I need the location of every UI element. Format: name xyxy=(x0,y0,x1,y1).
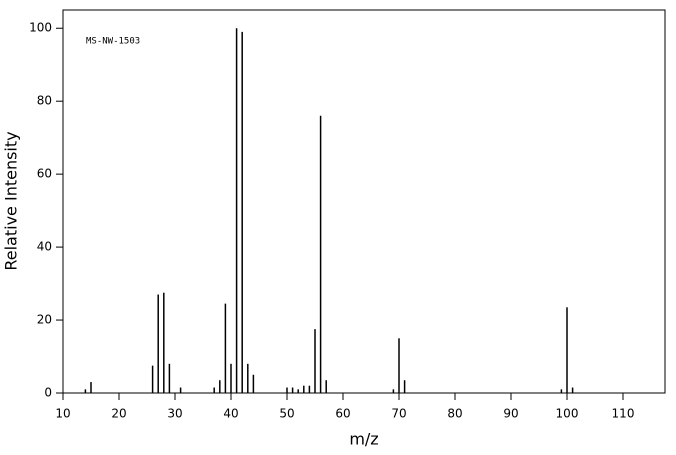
x-tick-label: 30 xyxy=(167,407,182,421)
y-tick-label: 40 xyxy=(37,240,52,254)
plot-frame xyxy=(62,9,666,394)
x-tick-label: 10 xyxy=(55,407,70,421)
x-tick-label: 70 xyxy=(391,407,406,421)
x-tick-label: 80 xyxy=(447,407,462,421)
y-tick-label: 60 xyxy=(37,167,52,181)
y-tick-label: 100 xyxy=(29,21,52,35)
x-axis-title: m/z xyxy=(349,430,378,449)
x-tick-label: 50 xyxy=(279,407,294,421)
y-axis-title: Relative Intensity xyxy=(2,131,21,270)
x-tick-label: 60 xyxy=(335,407,350,421)
y-tick-label: 0 xyxy=(44,386,52,400)
x-tick-label: 100 xyxy=(556,407,579,421)
x-tick-label: 20 xyxy=(111,407,126,421)
y-tick-label: 80 xyxy=(37,94,52,108)
annotation: MS-NW-1503 xyxy=(86,37,140,47)
x-tick-label: 40 xyxy=(223,407,238,421)
x-tick-label: 90 xyxy=(503,407,518,421)
x-tick-label: 110 xyxy=(612,407,635,421)
y-tick-label: 20 xyxy=(37,313,52,327)
